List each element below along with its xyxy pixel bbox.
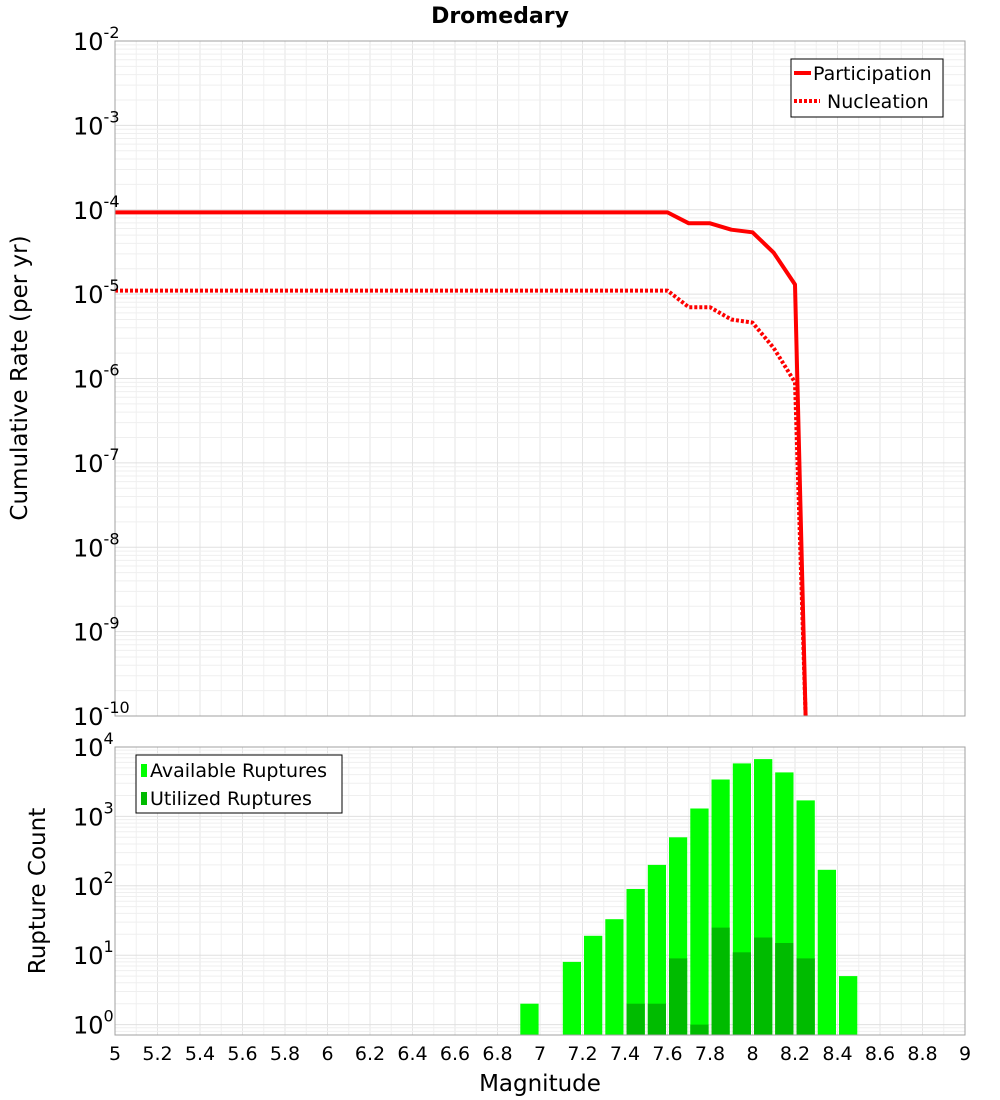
x-tick-label: 8.6 — [865, 1043, 895, 1065]
rate-series — [115, 210, 808, 717]
rate-plot: 10-10 10-9 10-8 10-7 10-6 10-5 10-4 10-3 10-2 Cu… — [7, 23, 966, 731]
available-bar — [562, 961, 581, 1035]
x-tick-label: 6.6 — [440, 1043, 470, 1065]
utilized-legend-label: Utilized Ruptures — [150, 788, 312, 810]
utilized-bar — [711, 927, 730, 1035]
available-legend-label: Available Ruptures — [150, 760, 327, 782]
rate-y-tick-label: 10-6 — [73, 361, 120, 394]
utilized-bar — [775, 943, 794, 1035]
x-tick-label: 9 — [959, 1043, 971, 1065]
x-tick-label: 7.4 — [610, 1043, 640, 1065]
rate-plot-frame — [114, 40, 966, 717]
rupture-y-tick-label: 100 — [73, 1007, 114, 1040]
x-tick-label: 5.4 — [185, 1043, 215, 1065]
rupture-plot: 100 101 102 103 104 5 5.2 5.4 5.6 5.8 6 6.2 6.4 6.6 6… — [25, 729, 971, 1097]
rate-y-tick-label: 10-4 — [73, 192, 120, 225]
rate-y-ticks: 10-10 10-9 10-8 10-7 10-6 10-5 10-4 10-3 10-2 — [73, 23, 130, 731]
rupture-bars — [520, 759, 858, 1035]
x-tick-label: 5 — [109, 1043, 121, 1065]
utilized-bar — [732, 952, 751, 1035]
utilized-bar — [647, 1003, 666, 1035]
magnitude-x-axis-label: Magnitude — [479, 1071, 601, 1097]
rate-legend-box — [790, 58, 944, 118]
utilized-legend-swatch — [141, 792, 147, 805]
x-tick-label: 7.8 — [695, 1043, 725, 1065]
rate-y-tick-label: 10-9 — [73, 614, 120, 647]
rate-y-tick-label: 10-10 — [73, 698, 130, 731]
x-tick-label: 7 — [534, 1043, 546, 1065]
x-tick-label: 8 — [746, 1043, 758, 1065]
x-tick-label: 6.2 — [355, 1043, 385, 1065]
x-tick-label: 5.6 — [227, 1043, 257, 1065]
magnitude-x-ticks: 5 5.2 5.4 5.6 5.8 6 6.2 6.4 6.6 6.8 7 7.2 7.4 7.6 7.8 8… — [109, 1043, 971, 1065]
nucleation-legend-label: Nucleation — [827, 91, 929, 113]
available-bar — [647, 864, 666, 1035]
rupture-y-tick-label: 104 — [73, 729, 114, 762]
x-tick-label: 7.2 — [567, 1043, 597, 1065]
x-tick-label: 8.8 — [907, 1043, 937, 1065]
rate-y-tick-label: 10-2 — [73, 23, 120, 56]
rupture-y-tick-label: 102 — [73, 868, 114, 901]
rate-gridlines — [114, 40, 966, 717]
x-tick-label: 8.2 — [780, 1043, 810, 1065]
utilized-bar — [669, 958, 688, 1035]
x-tick-label: 6 — [321, 1043, 333, 1065]
available-bar — [626, 889, 645, 1035]
x-tick-label: 5.2 — [142, 1043, 172, 1065]
x-tick-label: 6.4 — [397, 1043, 427, 1065]
rupture-legend-box — [135, 754, 343, 814]
available-bar — [605, 919, 624, 1035]
x-tick-label: 8.4 — [822, 1043, 852, 1065]
available-bar — [817, 869, 836, 1035]
available-bar — [520, 1003, 539, 1035]
available-bar — [839, 976, 858, 1035]
rupture-plot-frame — [114, 746, 966, 1036]
rate-legend: Participation Nucleation — [790, 58, 944, 118]
available-bar — [584, 935, 603, 1035]
utilized-bar — [690, 1024, 709, 1035]
x-tick-label: 6.8 — [482, 1043, 512, 1065]
rupture-legend: Available Ruptures Utilized Ruptures — [135, 754, 343, 814]
utilized-bar — [754, 937, 773, 1035]
rate-y-tick-label: 10-5 — [73, 276, 120, 309]
available-legend-swatch — [141, 764, 147, 777]
rate-y-tick-label: 10-8 — [73, 529, 120, 562]
participation-line — [115, 210, 808, 717]
nucleation-line — [115, 288, 808, 717]
rate-y-tick-label: 10-7 — [73, 445, 120, 478]
x-tick-label: 5.8 — [270, 1043, 300, 1065]
available-bar — [690, 808, 709, 1035]
rupture-y-tick-label: 103 — [73, 798, 114, 831]
x-tick-label: 7.6 — [652, 1043, 682, 1065]
utilized-bar — [626, 1003, 645, 1035]
rate-y-axis-label: Cumulative Rate (per yr) — [7, 235, 33, 520]
rupture-y-axis-label: Rupture Count — [25, 808, 51, 974]
participation-legend-label: Participation — [813, 63, 932, 85]
rupture-y-tick-label: 101 — [73, 937, 114, 970]
rate-y-tick-label: 10-3 — [73, 107, 120, 140]
rupture-y-ticks: 100 101 102 103 104 — [73, 729, 114, 1040]
utilized-bar — [796, 958, 815, 1035]
chart-title: Dromedary — [431, 4, 569, 29]
